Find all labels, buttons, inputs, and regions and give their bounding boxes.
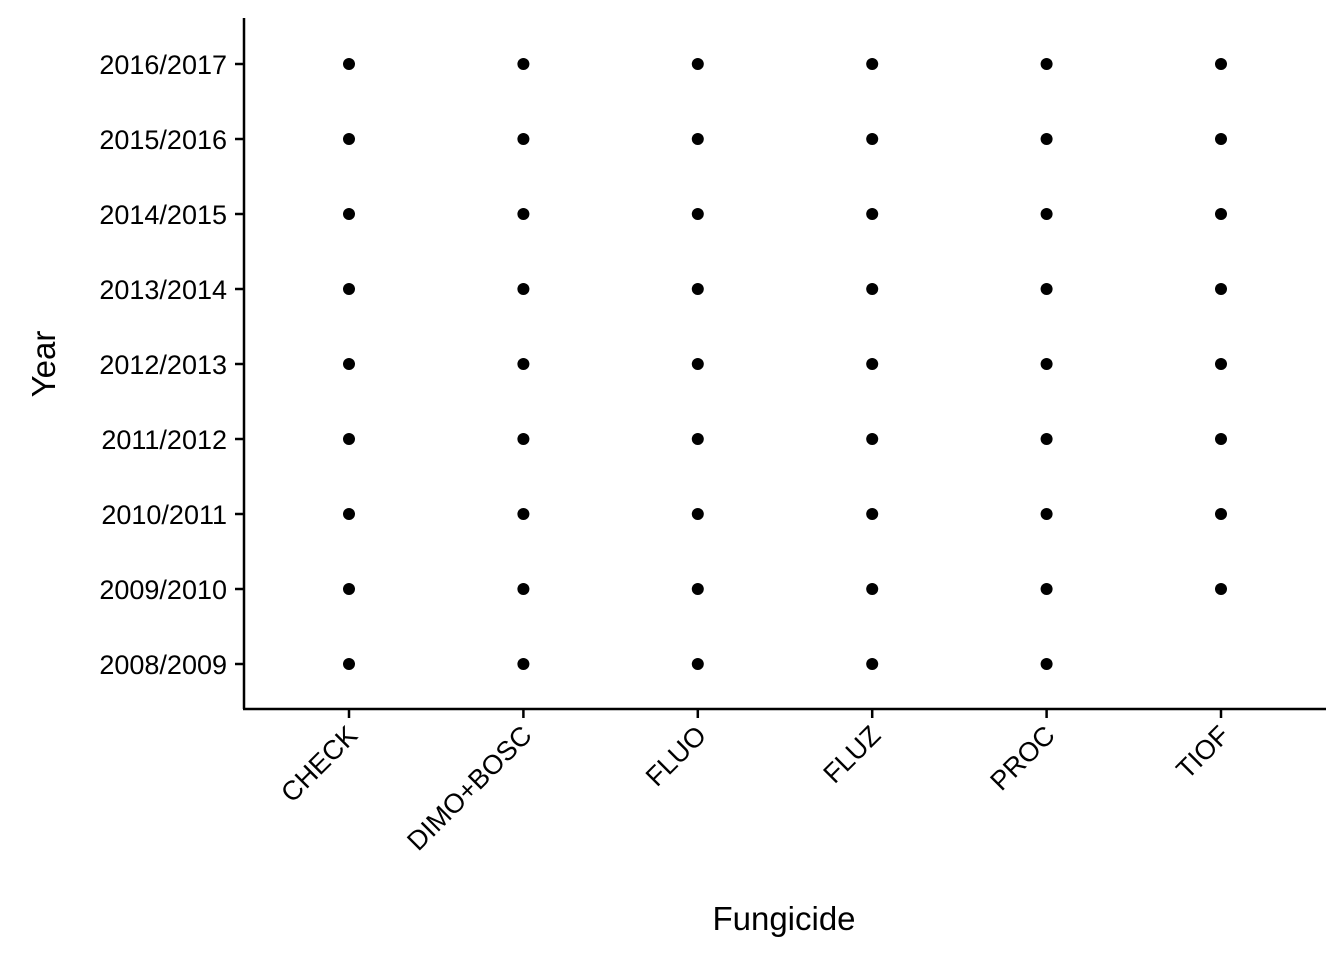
data-point [1040,658,1053,670]
data-point [343,358,355,370]
data-point [343,433,355,445]
data-point [517,358,530,370]
y-tick-label: 2008/2009 [99,650,227,680]
data-point [866,583,879,595]
y-tick-label: 2013/2014 [99,275,227,305]
data-point [866,133,879,145]
data-point [866,58,879,70]
y-tick-label: 2010/2011 [101,500,227,530]
data-point [1215,208,1227,220]
y-tick-label: 2012/2013 [99,350,227,380]
data-point [691,283,704,295]
data-point [691,208,704,220]
data-point [1215,283,1227,295]
data-point [1215,583,1227,595]
y-tick-label: 2016/2017 [99,50,227,80]
data-point [1215,58,1227,70]
data-point [691,358,704,370]
y-axis-title: Year [25,331,62,398]
data-point [1215,133,1227,145]
y-tick-label: 2009/2010 [99,575,227,605]
data-point [517,508,530,520]
x-tick-label: FLUZ [817,720,886,789]
data-point [343,58,355,70]
data-point [691,58,704,70]
data-point [517,583,530,595]
data-point [1040,58,1053,70]
data-point [1040,133,1053,145]
data-point [1040,508,1053,520]
data-point [517,208,530,220]
x-axis-ticks: CHECK DIMO+BOSC FLUO FLUZ PROC TIOF [275,709,1235,856]
x-tick-label: DIMO+BOSC [401,720,537,856]
data-point [1215,358,1227,370]
data-point [691,433,704,445]
data-point [343,508,355,520]
data-point [691,508,704,520]
data-point [866,658,879,670]
x-tick-label: TIOF [1171,720,1236,785]
y-tick-label: 2011/2012 [101,425,227,455]
data-point [1040,358,1053,370]
data-point [866,208,879,220]
data-point [517,283,530,295]
data-point [866,508,879,520]
data-point [343,283,355,295]
data-point [1040,583,1053,595]
data-point [517,133,530,145]
data-points [343,58,1227,670]
x-tick-label: CHECK [275,720,363,808]
data-point [343,583,355,595]
y-axis-ticks: 2008/2009 2009/2010 2010/2011 2011/2012 2012… [99,50,244,680]
data-point [343,208,355,220]
data-point [691,133,704,145]
data-point [1040,208,1053,220]
data-point [343,658,355,670]
data-point [1215,508,1227,520]
data-point [1215,433,1227,445]
y-tick-label: 2014/2015 [99,200,227,230]
x-tick-label: PROC [984,720,1060,796]
data-point [1040,433,1053,445]
data-point [866,283,879,295]
x-axis-title: Fungicide [712,900,855,937]
data-point [866,358,879,370]
x-tick-label: FLUO [640,720,712,792]
data-point [691,658,704,670]
data-point [691,583,704,595]
data-point [343,133,355,145]
data-point [866,433,879,445]
data-point [517,658,530,670]
y-tick-label: 2015/2016 [99,125,227,155]
data-point [1040,283,1053,295]
data-point [517,58,530,70]
data-point [517,433,530,445]
